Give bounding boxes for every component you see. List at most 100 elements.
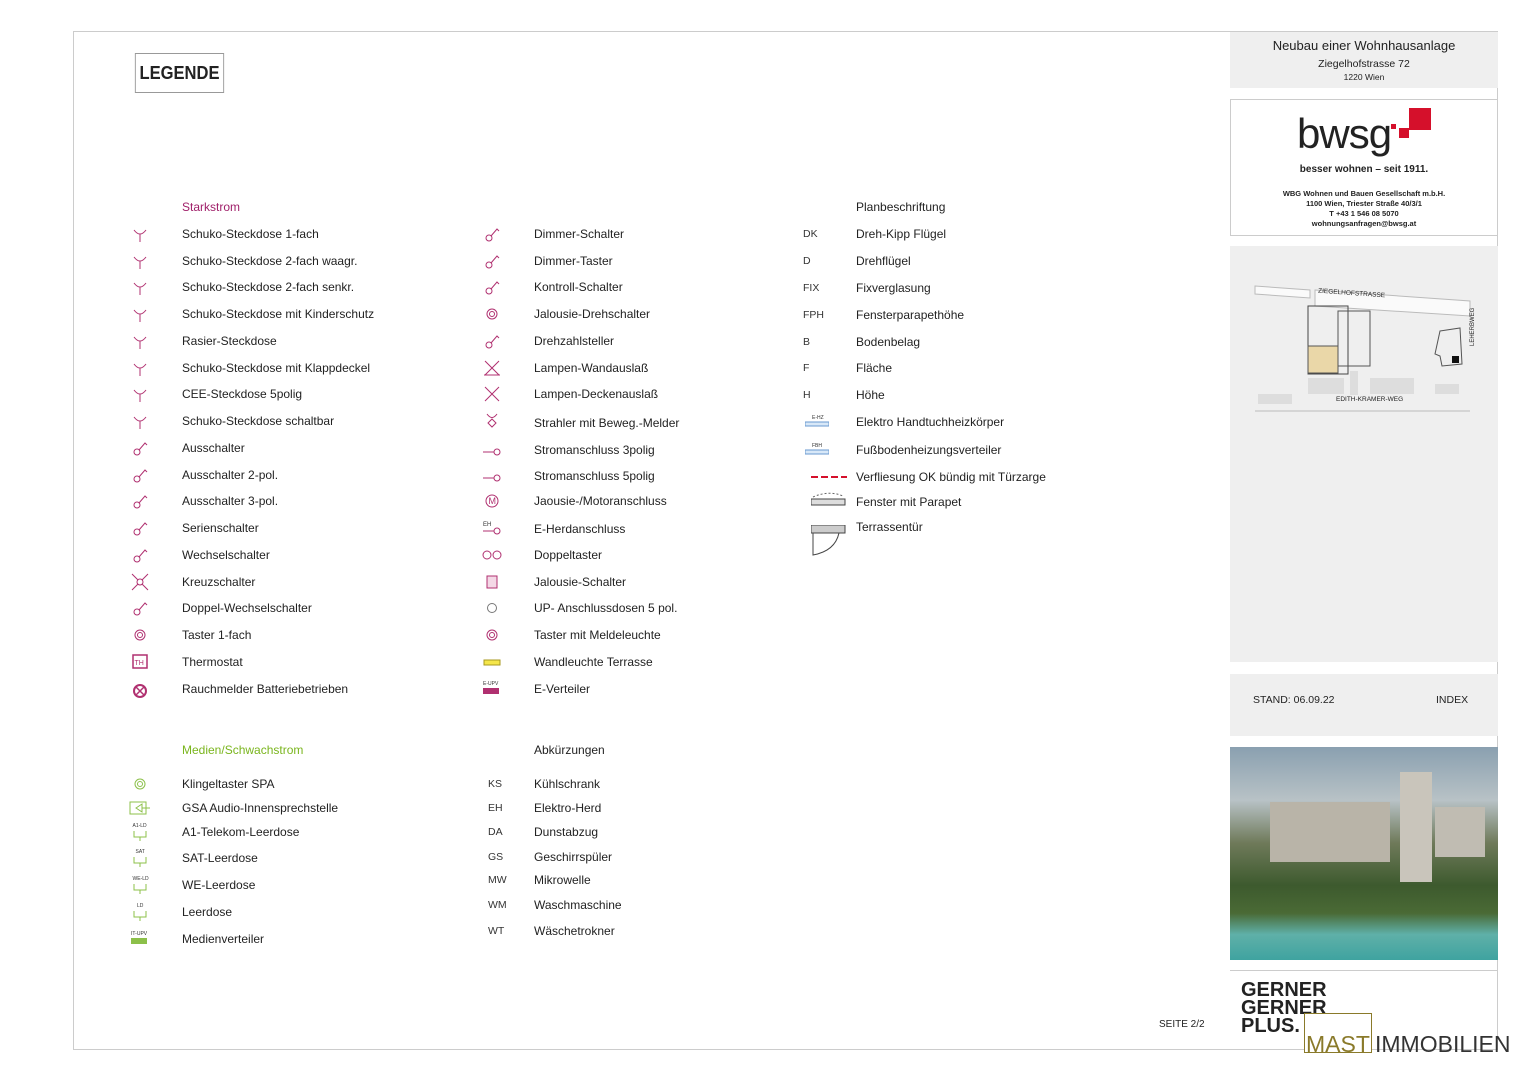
- abbreviation: B: [803, 336, 811, 348]
- rasier-steckdose-icon: [133, 336, 147, 349]
- abbreviation: DA: [488, 826, 503, 838]
- jalousie-schalter-icon: [486, 575, 498, 589]
- legend-item-label: Lampen-Wandauslaß: [534, 361, 649, 375]
- map-label-edith-kramer-weg: EDITH-KRAMER-WEG: [1336, 396, 1404, 403]
- taster-icon: [134, 629, 146, 641]
- legend-item-label: Taster 1-fach: [182, 628, 252, 642]
- legend-item-label: Schuko-Steckdose 1-fach: [182, 227, 319, 241]
- legend-item-label: Bodenbelag: [856, 335, 921, 349]
- bwsg-logo-squares: [1391, 108, 1431, 138]
- legend-item-label: Serienschalter: [182, 521, 259, 535]
- leerdose-icon: A1-LD: [133, 823, 147, 841]
- company-address: 1100 Wien, Triester Straße 40/3/1: [1306, 199, 1422, 208]
- legend-item-label: GSA Audio-Innensprechstelle: [182, 801, 339, 815]
- legend-item-label: Geschirrspüler: [534, 850, 613, 864]
- stand-date: STAND: 06.09.22: [1253, 694, 1335, 706]
- company-name: WBG Wohnen und Bauen Gesellschaft m.b.H.: [1282, 189, 1446, 198]
- svg-text:E-HZ: E-HZ: [812, 415, 824, 421]
- legend-item-label: Schuko-Steckdose mit Klappdeckel: [182, 361, 371, 375]
- site-map: ZIEGELHOFSTRASSE EDITH-KRAMER-WEG LEHERB…: [1230, 246, 1498, 662]
- legend-item-label: Wäschetrokner: [534, 924, 615, 938]
- lampe-wand-icon: [484, 360, 500, 376]
- company-box: bwsg besser wohnen – seit 1911. WBG Wohn…: [1230, 99, 1498, 236]
- up-dose-icon: [487, 603, 497, 613]
- doppel-wechselschalter-icon: [133, 602, 148, 616]
- index-label: INDEX: [1436, 694, 1469, 706]
- project-street: Ziegelhofstrasse 72: [1318, 58, 1410, 70]
- legend-item-label: Wandleuchte Terrasse: [534, 655, 653, 669]
- legend-item-label: Kreuzschalter: [182, 575, 256, 589]
- mast-logo-text: MAST: [1306, 1031, 1370, 1057]
- legend-item-label: Fußbodenheizungsverteiler: [856, 443, 1002, 457]
- svg-text:WE-LD: WE-LD: [133, 876, 150, 882]
- jalousie-drehschalter-icon: [486, 308, 498, 320]
- svg-text:E-UPV: E-UPV: [483, 681, 499, 687]
- building-rendering-image: [1230, 747, 1498, 960]
- gerner-logo-line3: PLUS.: [1241, 1015, 1300, 1037]
- legend-item-label: Kühlschrank: [534, 777, 601, 791]
- legend-item-label: Schuko-Steckdose mit Kinderschutz: [182, 307, 375, 321]
- abbreviation: EH: [488, 802, 503, 814]
- legend-title: LEGENDE: [134, 53, 225, 93]
- legend-item-label: Klingeltaster SPA: [182, 777, 275, 791]
- legend-item-label: Doppel-Wechselschalter: [182, 601, 312, 615]
- svg-text:IT-UPV: IT-UPV: [131, 931, 148, 937]
- leerdose-icon: WE-LD: [133, 876, 150, 894]
- legend-item-label: Fixverglasung: [856, 281, 931, 295]
- dashed-red-line-icon: [811, 476, 847, 478]
- legend-item-label: Waschmaschine: [534, 898, 622, 912]
- stromanschluss-5-icon: [483, 474, 501, 482]
- site-plan-drawing: [1254, 285, 1471, 412]
- section-heading-medien: Medien/Schwachstrom: [182, 743, 304, 757]
- legend-item-label: Lampen-Deckenauslaß: [534, 387, 659, 401]
- schuko-2-waagr-icon: [133, 256, 147, 269]
- legend-item-label: Doppeltaster: [534, 548, 603, 562]
- legend-item-label: SAT-Leerdose: [182, 851, 258, 865]
- legend-item-label: Jalousie-Schalter: [534, 575, 627, 589]
- legend-item-label: E-Verteiler: [534, 682, 591, 696]
- doppeltaster-icon: [482, 550, 502, 560]
- stand-box: STAND: 06.09.22 INDEX: [1230, 674, 1498, 736]
- abbreviation: FIX: [803, 282, 820, 294]
- legend-item-label: Terrassentür: [856, 520, 923, 534]
- legend-item-label: Leerdose: [182, 905, 233, 919]
- strahler-melder-icon: [486, 413, 498, 428]
- legend-item-label: Ausschalter: [182, 441, 245, 455]
- legend-item-label: A1-Telekom-Leerdose: [182, 825, 300, 839]
- klingeltaster-icon: [134, 778, 146, 790]
- rauchmelder-icon: [133, 684, 147, 698]
- ausschalter-icon: [133, 442, 148, 456]
- leerdose-icon: LD: [133, 903, 147, 921]
- cee-steckdose-icon: [133, 389, 147, 402]
- legend-item-label: Kontroll-Schalter: [534, 280, 623, 294]
- legend-item-label: WE-Leerdose: [182, 878, 256, 892]
- legend-item-label: CEE-Steckdose 5polig: [182, 387, 303, 401]
- schuko-schaltbar-icon: [133, 416, 147, 429]
- dimmer-taster-icon: [485, 255, 500, 269]
- project-city: 1220 Wien: [1343, 72, 1385, 82]
- legend-item-label: Elektro Handtuchheizkörper: [856, 415, 1005, 429]
- schuko-kinderschutz-icon: [133, 309, 147, 322]
- abbreviation: D: [803, 255, 811, 267]
- schuko-klappdeckel-icon: [133, 363, 147, 376]
- map-label-leherbweg: LEHERBWEG: [1470, 307, 1476, 346]
- section-heading-planbeschriftung: Planbeschriftung: [856, 200, 946, 214]
- herd-icon: EH: [483, 522, 501, 535]
- svg-text:M: M: [489, 496, 497, 506]
- legend-item-label: Jaousie-/Motoranschluss: [534, 494, 667, 508]
- legend-item-label: Dreh-Kipp Flügel: [856, 227, 947, 241]
- legend-item-label: Rauchmelder Batteriebetrieben: [182, 682, 349, 696]
- legend-item-label: Rasier-Steckdose: [182, 334, 277, 348]
- abbreviation: DK: [803, 228, 818, 240]
- abbreviation: KS: [488, 778, 503, 790]
- mast-logo-box: [1304, 1013, 1372, 1053]
- abbreviation: GS: [488, 851, 504, 863]
- section-heading-starkstrom: Starkstrom: [182, 200, 241, 214]
- legend-item-label: Fensterparapethöhe: [856, 308, 965, 322]
- legend-item-label: Jalousie-Drehschalter: [534, 307, 651, 321]
- svg-text:TH: TH: [135, 660, 144, 667]
- legend-item-label: E-Herdanschluss: [534, 522, 626, 536]
- legend-item-label: Höhe: [856, 388, 885, 402]
- svg-text:FBH: FBH: [812, 443, 822, 449]
- wechselschalter-icon: [133, 549, 148, 563]
